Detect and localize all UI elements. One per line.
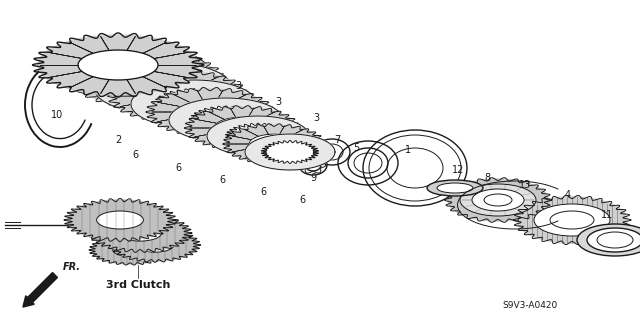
Ellipse shape [577,224,640,256]
Text: 3: 3 [235,81,241,91]
Text: S9V3-A0420: S9V3-A0420 [502,300,557,309]
Text: 13: 13 [519,180,531,190]
Ellipse shape [534,204,610,236]
Polygon shape [261,140,319,164]
Polygon shape [226,125,322,163]
Polygon shape [225,123,291,149]
Text: 5: 5 [353,143,359,153]
Ellipse shape [460,184,536,216]
Ellipse shape [587,228,640,252]
Text: 11: 11 [601,210,613,220]
Polygon shape [131,80,257,128]
Ellipse shape [118,225,161,241]
Polygon shape [245,134,335,170]
Text: 6: 6 [175,163,181,173]
Polygon shape [169,98,283,142]
Polygon shape [214,117,270,139]
Ellipse shape [113,244,147,256]
Text: 6: 6 [260,187,266,197]
Polygon shape [150,89,270,135]
Polygon shape [94,62,232,114]
Polygon shape [249,134,299,154]
Ellipse shape [437,183,473,193]
Text: 6: 6 [219,175,225,185]
Ellipse shape [136,238,174,252]
Ellipse shape [472,189,524,211]
Polygon shape [68,200,172,240]
Polygon shape [144,83,212,109]
Polygon shape [448,179,548,221]
Polygon shape [119,71,207,105]
Text: FR.: FR. [63,262,81,272]
Polygon shape [76,53,220,107]
FancyArrow shape [23,272,58,307]
Text: 3: 3 [145,50,151,60]
Text: 4: 4 [565,190,571,200]
Polygon shape [112,71,244,121]
Polygon shape [60,45,210,101]
Text: 2: 2 [115,135,121,145]
Text: 12: 12 [452,165,464,175]
Text: 9: 9 [310,173,316,183]
Polygon shape [87,55,182,91]
Text: 10: 10 [51,110,63,120]
Polygon shape [113,229,197,261]
Text: 6: 6 [299,195,305,205]
Polygon shape [111,66,186,94]
Ellipse shape [97,211,143,229]
Text: 3rd Clutch: 3rd Clutch [106,280,170,290]
Polygon shape [189,106,262,134]
Polygon shape [38,35,198,95]
Polygon shape [78,50,158,80]
Text: 3: 3 [190,65,196,75]
Polygon shape [92,236,168,264]
Text: 7: 7 [334,135,340,145]
Text: 3: 3 [275,97,281,107]
Polygon shape [188,107,296,149]
Polygon shape [92,215,188,251]
Text: 1: 1 [405,145,411,155]
Ellipse shape [427,180,483,196]
Polygon shape [207,116,309,156]
Text: 3: 3 [313,113,319,123]
Polygon shape [154,89,234,119]
Text: 6: 6 [132,150,138,160]
Polygon shape [179,100,241,124]
Polygon shape [517,197,627,243]
Text: 8: 8 [484,173,490,183]
